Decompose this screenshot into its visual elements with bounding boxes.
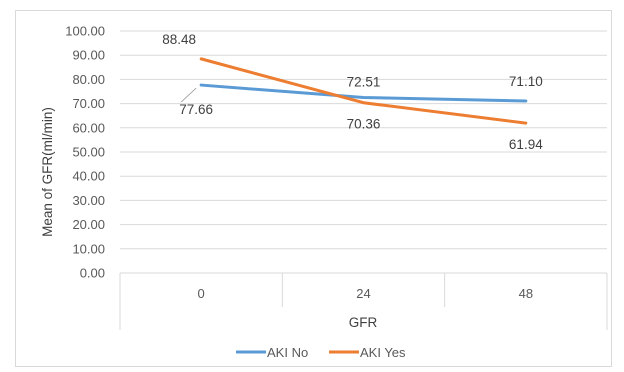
data-label: 88.48 [162,32,196,47]
y-tick-label: 40.00 [72,169,105,184]
x-tick-label: 24 [356,286,370,301]
y-tick-label: 30.00 [72,193,105,208]
data-labels: 77.66 72.51 71.10 88.48 70.36 61.94 [162,32,543,152]
data-label: 71.10 [509,74,543,89]
y-tick-label: 90.00 [72,48,105,63]
y-axis-title: Mean of GFR(ml/min) [40,107,55,237]
y-tick-label: 10.00 [72,241,105,256]
y-axis-ticks: 0.00 10.00 20.00 30.00 40.00 50.00 60.00 70.00 8… [65,24,105,281]
legend-label: AKI No [267,345,308,360]
data-label: 77.66 [179,102,213,117]
data-label: 70.36 [347,117,381,132]
chart-frame [15,10,612,367]
series-lines [199,57,528,125]
y-tick-label: 80.00 [72,72,105,87]
x-axis: 0 24 48 [119,273,608,330]
x-axis-title: GFR [349,315,378,330]
legend-label: AKI Yes [360,345,406,360]
y-tick-label: 100.00 [65,24,105,39]
legend: AKI No AKI Yes [236,345,406,360]
data-label: 61.94 [509,137,543,152]
y-tick-label: 60.00 [72,120,105,135]
series-line-aki-yes [199,57,528,125]
gridlines [120,30,607,274]
y-tick-label: 20.00 [72,217,105,232]
x-tick-label: 48 [519,286,533,301]
y-tick-label: 70.00 [72,96,105,111]
series-line-aki-no [199,83,528,103]
x-tick-label: 0 [198,286,205,301]
y-tick-label: 50.00 [72,145,105,160]
label-leader-line [180,87,197,103]
y-tick-label: 0.00 [80,266,105,281]
data-label: 72.51 [347,75,381,90]
